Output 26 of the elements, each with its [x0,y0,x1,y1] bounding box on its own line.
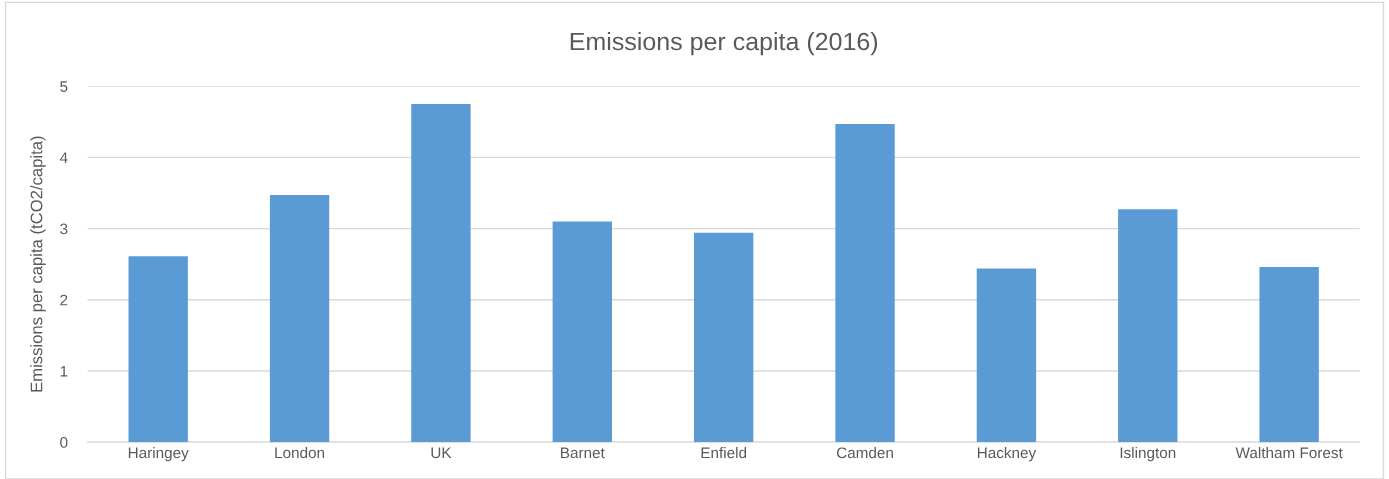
x-tick-label: UK [431,447,452,459]
x-tick-label: Enfield [701,446,747,459]
bar [835,123,895,443]
x-tick-label: Barnet [561,447,605,459]
bar [976,268,1037,443]
y-tick-label: 0 [60,436,68,448]
bar [552,221,612,443]
bar [1118,209,1178,443]
x-tick-label: Camden [836,446,893,459]
chart-title: Emissions per capita (2016) [570,31,878,56]
x-tick-label: London [275,446,325,459]
bar [693,232,754,443]
y-tick-label: 5 [60,81,68,92]
bar [128,256,188,443]
x-tick-label: Hackney [977,446,1037,462]
x-tick-label: Waltham Forest [1235,446,1343,459]
y-tick-label: 1 [60,365,68,377]
bar [269,195,330,443]
x-tick-label: Islington [1120,446,1176,462]
bar [411,104,471,443]
x-tick-label: Haringey [128,446,189,462]
y-tick-label: 3 [60,223,68,235]
bar [1259,267,1319,443]
y-tick-label: 2 [60,294,68,306]
y-tick-label: 4 [59,152,68,163]
y-axis-title: Emissions per capita (tCO2/capita) [30,136,46,392]
